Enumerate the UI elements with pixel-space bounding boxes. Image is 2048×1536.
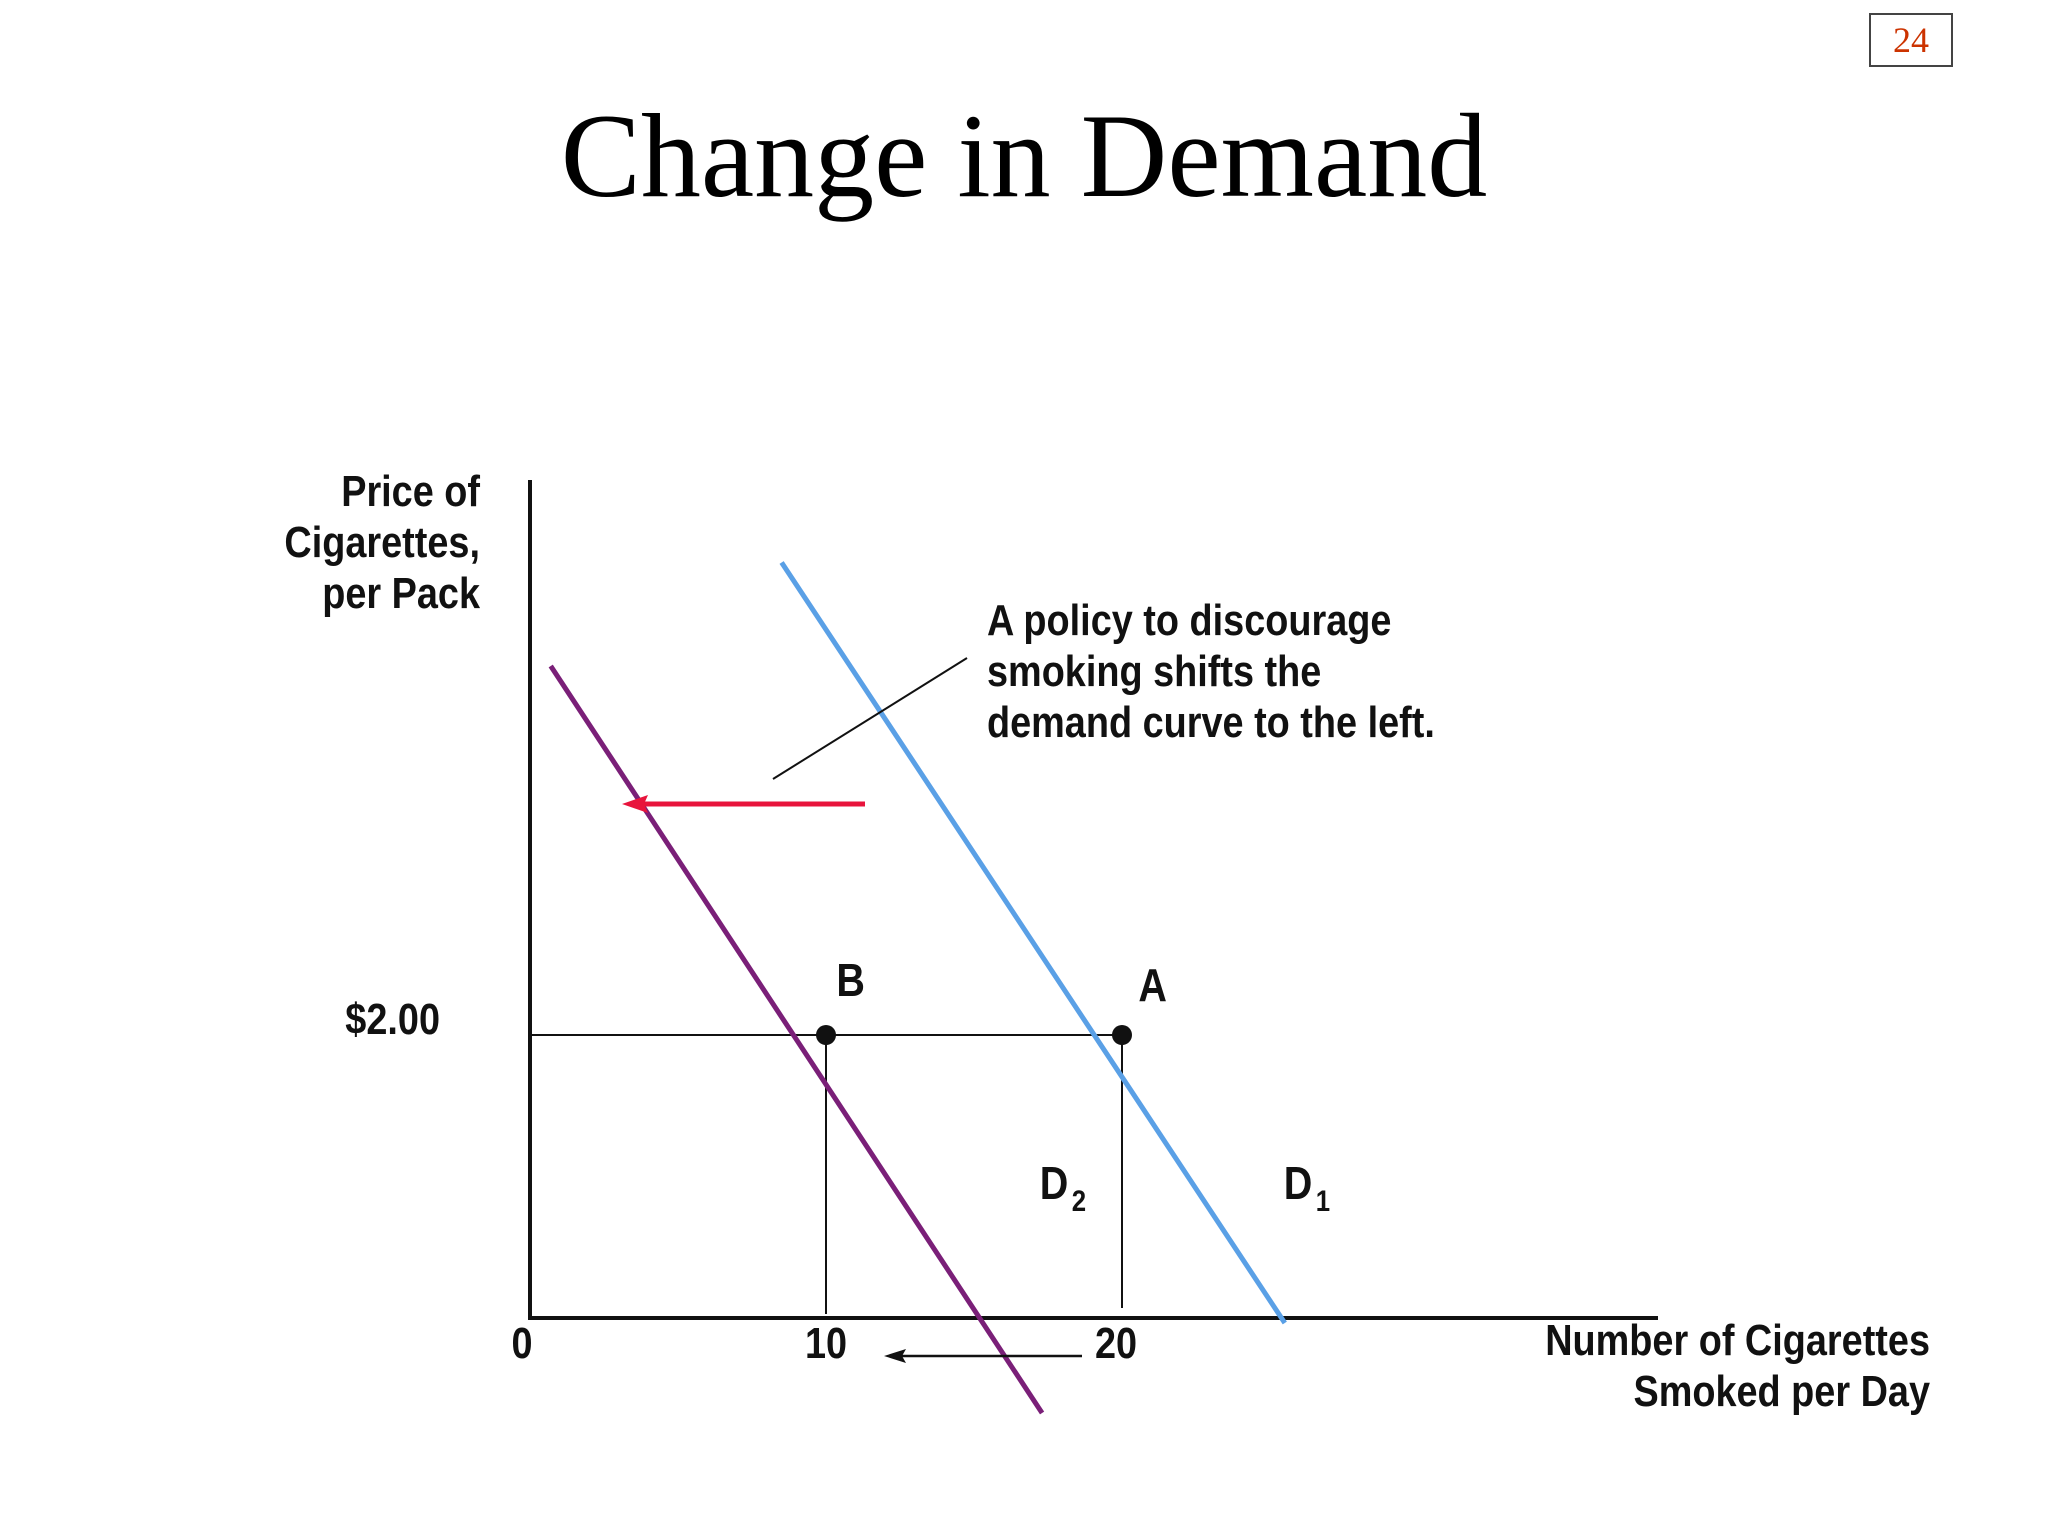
curve-d2-subscript: 2: [1071, 1185, 1087, 1218]
x-tick-label-0: 0: [511, 1319, 533, 1368]
point-b-label: B: [836, 954, 865, 1006]
slide-title: Change in Demand: [560, 89, 1488, 222]
shift-annotation: A policy to discourage smoking shifts th…: [987, 595, 1486, 748]
y-axis-label-line: Price of: [341, 467, 480, 516]
annotation-line: A policy to discourage: [987, 596, 1392, 645]
point-a-marker: [1112, 1025, 1132, 1045]
demand-curve-d2: [548, 664, 1045, 1415]
y-axis-label-line: Cigarettes,: [284, 518, 480, 567]
x-tick-label-10: 10: [804, 1319, 848, 1368]
demand-curve-d1: [779, 561, 1287, 1325]
shift-arrow-head: [622, 795, 648, 813]
annotation-line: smoking shifts the: [987, 647, 1322, 696]
quantity-arrow-head: [884, 1349, 906, 1363]
x-tick-label-20: 20: [1094, 1319, 1138, 1368]
x-axis-label-line: Smoked per Day: [1633, 1367, 1930, 1416]
curve-d1-name: D: [1283, 1157, 1313, 1209]
annotation-leader-line: [772, 657, 968, 780]
point-a-label: A: [1138, 959, 1167, 1011]
curve-d2-name: D: [1039, 1157, 1069, 1209]
y-tick-label-price: $2.00: [345, 995, 440, 1044]
page-number: 24: [1869, 13, 1953, 67]
y-axis-label: Price of Cigarettes, per Pack: [265, 466, 480, 619]
y-axis-label-line: per Pack: [322, 569, 480, 618]
x-axis-label-line: Number of Cigarettes: [1545, 1316, 1930, 1365]
annotation-line: demand curve to the left.: [987, 698, 1435, 747]
point-b-marker: [816, 1025, 836, 1045]
x-axis-label: Number of Cigarettes Smoked per Day: [1457, 1315, 1930, 1417]
curve-d1-subscript: 1: [1315, 1185, 1331, 1218]
